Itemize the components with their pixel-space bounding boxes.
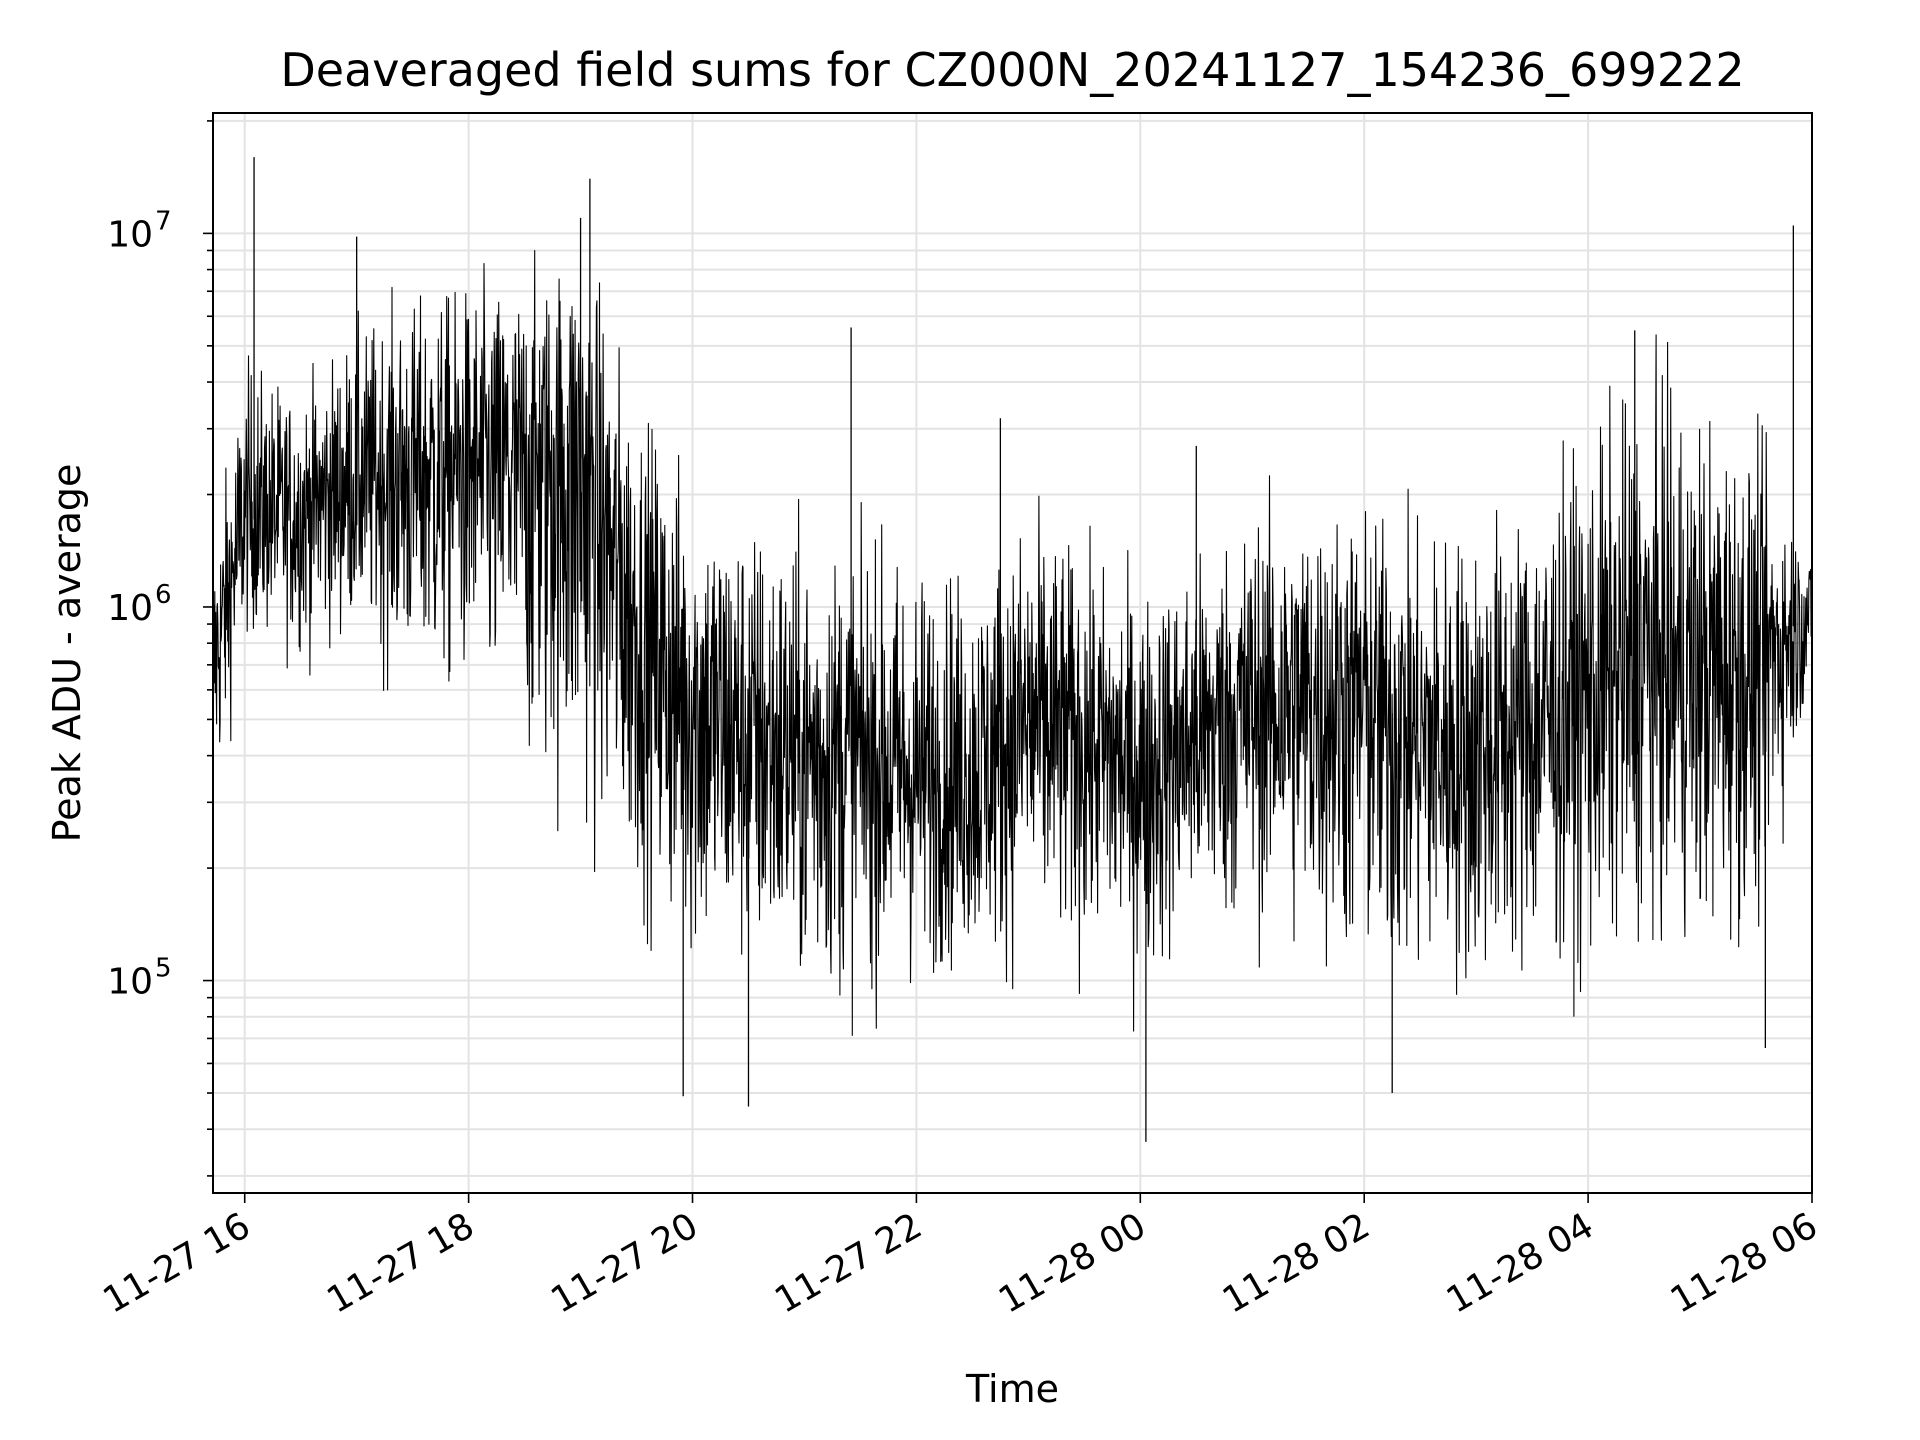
series-line: [212, 157, 1813, 1142]
y-tick-label: 10: [107, 214, 153, 255]
y-tick-label-exponent: 6: [155, 580, 172, 610]
y-tick-label: 10: [107, 588, 153, 629]
y-tick-label-exponent: 5: [155, 954, 172, 984]
series-path: [212, 250, 1813, 1036]
y-tick-label: 10: [107, 962, 153, 1003]
chart-title: Deaveraged field sums for CZ000N_2024112…: [280, 43, 1744, 97]
y-axis-label: Peak ADU - average: [45, 464, 89, 843]
y-tick-label-exponent: 7: [155, 206, 172, 236]
plot-frame: [212, 112, 1813, 1194]
x-axis-label: Time: [965, 1367, 1059, 1411]
